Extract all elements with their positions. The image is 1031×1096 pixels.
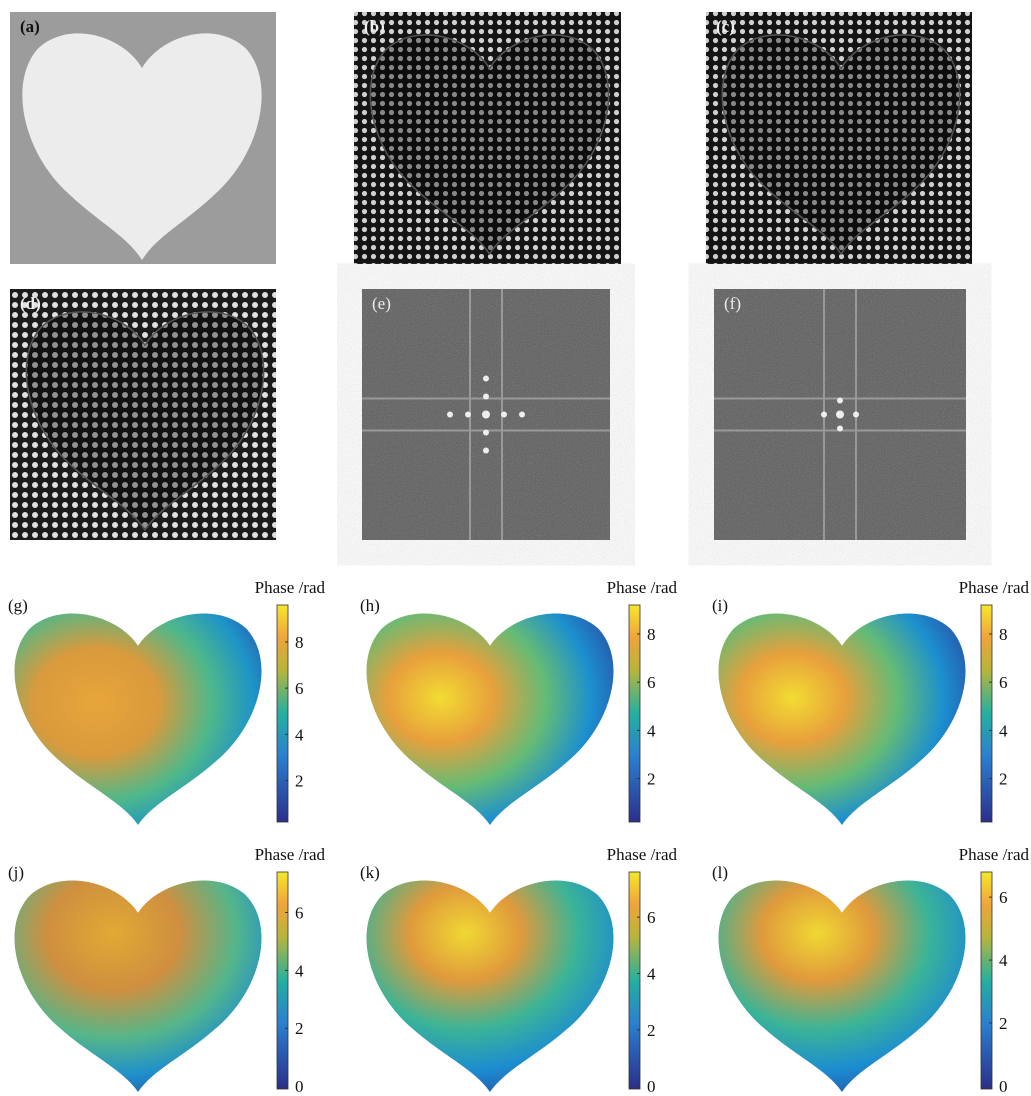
colorbar: [981, 605, 992, 822]
phase-panel: (h) Phase /rad 2 4 6 8: [360, 578, 677, 825]
colorbar-tick-label: 2: [647, 1021, 656, 1040]
panel-label: (j): [8, 863, 24, 882]
colorbar-tick-label: 8: [647, 625, 656, 644]
image-panel: (d): [10, 289, 276, 540]
spectrum-peak: [483, 394, 489, 400]
panel-label: (f): [724, 294, 741, 313]
phase-panel: (j) Phase /rad 0 2 4 6: [8, 845, 325, 1096]
colorbar: [981, 872, 992, 1089]
colorbar-title: Phase /rad: [607, 845, 678, 864]
colorbar-tick-label: 2: [295, 1019, 304, 1038]
colorbar-tick-label: 2: [647, 770, 656, 789]
panel-label: (l): [712, 863, 728, 882]
panel-label: (h): [360, 596, 380, 615]
image-panel: (f): [714, 289, 966, 540]
colorbar: [629, 872, 640, 1089]
colorbar-title: Phase /rad: [607, 578, 678, 597]
colorbar: [629, 605, 640, 822]
spectrum-peak: [483, 430, 489, 436]
phase-map: [366, 613, 613, 825]
colorbar-tick-label: 4: [295, 725, 304, 744]
colorbar-tick-label: 2: [999, 770, 1008, 789]
image-panel: (c): [706, 12, 972, 264]
colorbar-tick-label: 8: [295, 633, 304, 652]
spectrum-peak: [483, 376, 489, 382]
image-panel: (a): [10, 12, 276, 264]
panel-label: (c): [716, 17, 735, 36]
colorbar-tick-label: 6: [647, 673, 656, 692]
colorbar-title: Phase /rad: [959, 845, 1030, 864]
phase-map: [718, 880, 965, 1092]
colorbar-tick-label: 4: [647, 721, 656, 740]
colorbar: [277, 872, 288, 1089]
image-panel: (b): [354, 12, 621, 264]
colorbar-tick-label: 6: [999, 673, 1008, 692]
phase-panel: (l) Phase /rad 0 2 4 6: [712, 845, 1029, 1096]
colorbar-tick-label: 4: [295, 961, 304, 980]
panel-label: (k): [360, 863, 380, 882]
colorbar-tick-label: 6: [647, 908, 656, 927]
phase-map: [718, 613, 965, 825]
spectrum-peak: [821, 412, 827, 418]
spectrum-peak: [501, 412, 507, 418]
colorbar-tick-label: 6: [295, 679, 304, 698]
spectrum-peak: [837, 398, 843, 404]
colorbar-tick-label: 0: [647, 1077, 656, 1096]
figure: (a) (b) (c) (d) (e) (f) (g) Phase /rad 2 4 6 8 (h) Ph…: [0, 0, 1031, 1096]
colorbar-title: Phase /rad: [959, 578, 1030, 597]
colorbar-tick-label: 0: [999, 1077, 1008, 1096]
spectrum-peak: [465, 412, 471, 418]
colorbar-tick-label: 2: [999, 1014, 1008, 1033]
colorbar-tick-label: 6: [295, 904, 304, 923]
panel-label: (b): [364, 17, 385, 36]
colorbar-title: Phase /rad: [255, 578, 326, 597]
panel-label: (e): [372, 294, 391, 313]
panel-label: (g): [8, 596, 28, 615]
phase-panel: (k) Phase /rad 0 2 4 6: [360, 845, 677, 1096]
colorbar-tick-label: 6: [999, 888, 1008, 907]
spectrum-peak: [853, 412, 859, 418]
panel-label: (d): [20, 294, 41, 313]
colorbar-tick-label: 2: [295, 771, 304, 790]
colorbar-tick-label: 8: [999, 625, 1008, 644]
spectrum-peak: [482, 411, 490, 419]
colorbar-tick-label: 4: [999, 721, 1008, 740]
phase-panel: (g) Phase /rad 2 4 6 8: [8, 578, 325, 825]
phase-map: [14, 613, 261, 825]
spectrum-peak: [836, 411, 844, 419]
panel-label: (i): [712, 596, 728, 615]
colorbar-title: Phase /rad: [255, 845, 326, 864]
colorbar-tick-label: 0: [295, 1077, 304, 1096]
spectrum-peak: [837, 426, 843, 432]
phase-map: [366, 880, 613, 1092]
image-panel: (e): [362, 289, 610, 540]
phase-panel: (i) Phase /rad 2 4 6 8: [712, 578, 1029, 825]
phase-map: [14, 880, 261, 1092]
colorbar-tick-label: 4: [647, 964, 656, 983]
spectrum-peak: [519, 412, 525, 418]
spectrum-peak: [447, 412, 453, 418]
colorbar: [277, 605, 288, 822]
colorbar-tick-label: 4: [999, 951, 1008, 970]
panel-label: (a): [20, 17, 40, 36]
spectrum-peak: [483, 448, 489, 454]
